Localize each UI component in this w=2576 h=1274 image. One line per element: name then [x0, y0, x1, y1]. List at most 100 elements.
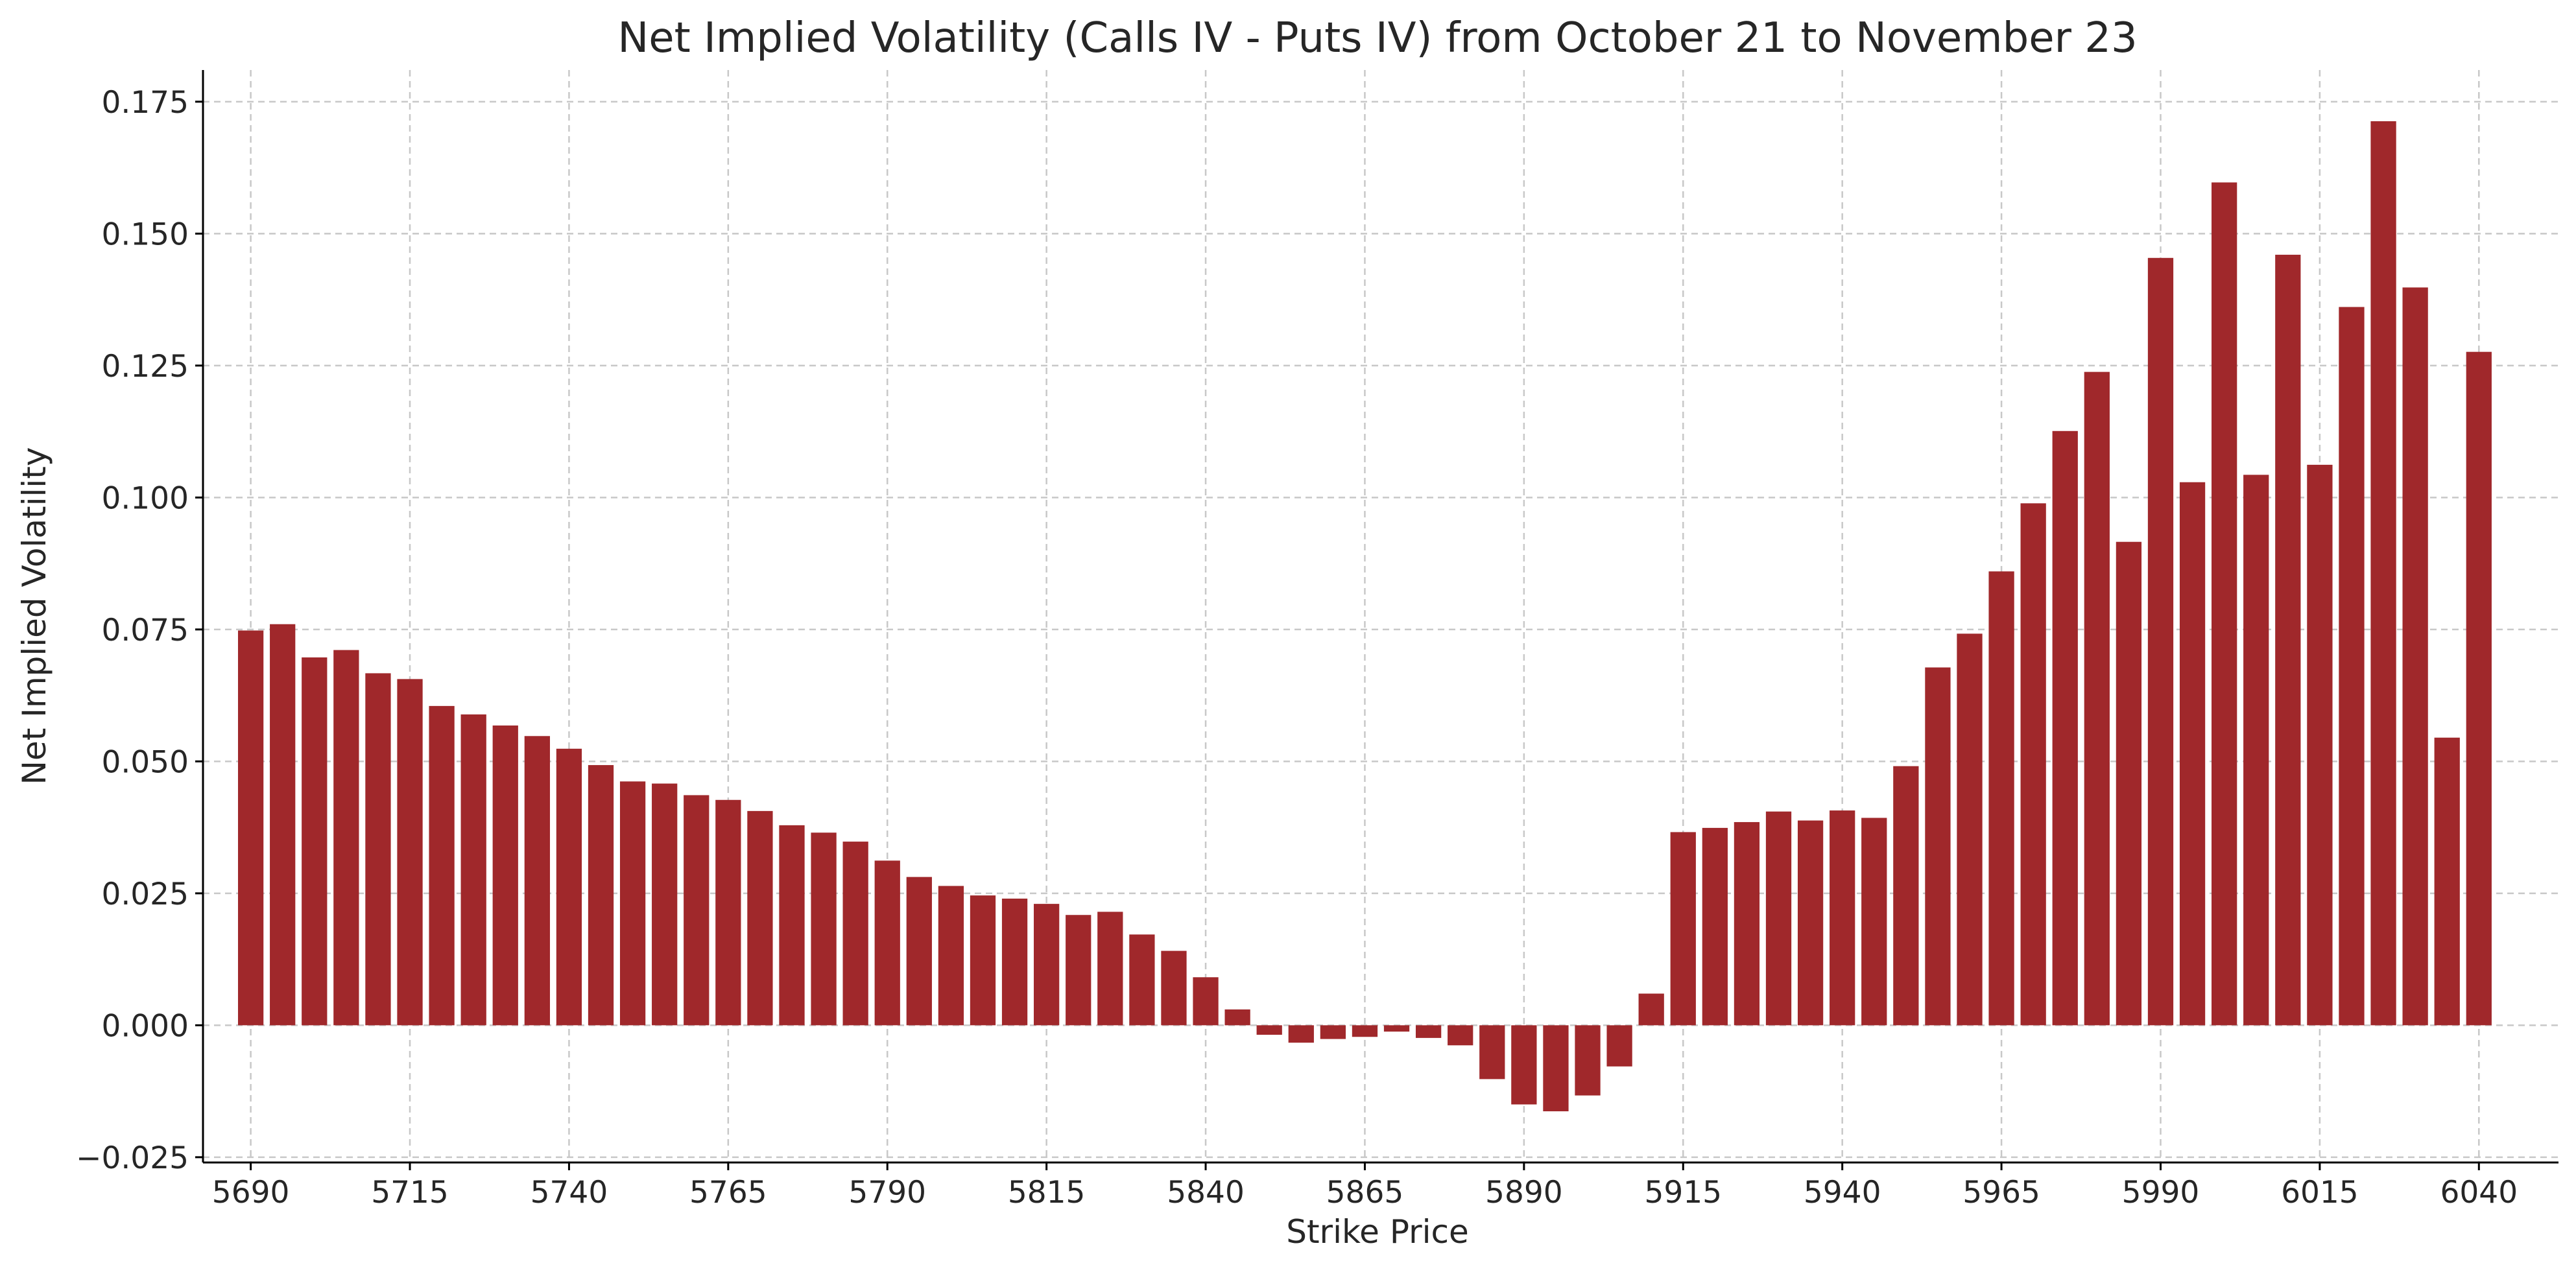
bar-5725 [460, 714, 486, 1026]
y-tick-label: 0.150 [101, 217, 189, 252]
x-tick-label: 5815 [1008, 1175, 1086, 1210]
bar-5950 [1893, 766, 1919, 1026]
bar-5710 [365, 673, 391, 1026]
bar-5875 [1415, 1025, 1442, 1038]
x-tick-label: 5990 [2122, 1175, 2200, 1210]
bar-5800 [938, 886, 964, 1026]
bar-5860 [1320, 1025, 1346, 1039]
chart-title: Net Implied Volatility (Calls IV - Puts … [617, 14, 2137, 62]
axes [202, 70, 2558, 1164]
bar-5830 [1129, 934, 1155, 1026]
bar-5780 [811, 832, 837, 1026]
y-tick-label: 0.175 [101, 85, 189, 121]
bar-5715 [397, 679, 423, 1026]
bar-5845 [1224, 1009, 1250, 1026]
bar-5835 [1161, 950, 1187, 1026]
x-tick-label: 5865 [1326, 1175, 1404, 1210]
bar-5865 [1352, 1025, 1378, 1037]
bar-6000 [2212, 182, 2237, 1026]
x-tick-label: 5965 [1962, 1175, 2040, 1210]
bars [237, 121, 2492, 1112]
bar-5970 [2020, 503, 2046, 1026]
bar-6025 [2370, 121, 2396, 1026]
bar-5805 [970, 895, 996, 1026]
bar-5825 [1097, 912, 1123, 1026]
bar-5820 [1066, 915, 1091, 1026]
bar-5755 [652, 783, 678, 1026]
bar-5900 [1575, 1025, 1601, 1096]
x-tick-label: 6015 [2281, 1175, 2359, 1210]
x-tick-label: 5715 [371, 1175, 449, 1210]
bar-5985 [2116, 541, 2142, 1026]
bar-5745 [588, 765, 614, 1026]
y-tick-label: 0.075 [101, 613, 189, 648]
bar-6010 [2275, 254, 2301, 1026]
bar-5990 [2147, 257, 2174, 1026]
x-tick-label: 5840 [1167, 1175, 1245, 1210]
y-tick-label: 0.000 [101, 1008, 189, 1044]
bar-5905 [1606, 1025, 1632, 1067]
bar-5775 [779, 825, 805, 1026]
bar-5895 [1543, 1025, 1569, 1112]
bar-5915 [1670, 832, 1696, 1026]
bar-5925 [1734, 821, 1760, 1026]
bar-5975 [2052, 431, 2078, 1026]
x-tick-label: 5690 [212, 1175, 290, 1210]
bar-5870 [1383, 1025, 1410, 1032]
bar-5960 [1957, 633, 1983, 1026]
bar-6020 [2339, 307, 2365, 1026]
bar-5995 [2179, 482, 2206, 1026]
y-tick-label: 0.125 [101, 349, 189, 384]
bar-6030 [2402, 287, 2428, 1026]
bar-5930 [1765, 811, 1792, 1026]
bar-5760 [684, 795, 710, 1026]
bar-5785 [842, 842, 868, 1026]
bar-6015 [2307, 464, 2333, 1026]
bar-5965 [1988, 571, 2014, 1026]
bar-5730 [492, 725, 518, 1026]
y-tick-label: −0.025 [76, 1140, 189, 1176]
y-axis-label: Net Implied Volatility [16, 447, 53, 785]
bar-5850 [1256, 1025, 1282, 1035]
bar-5700 [302, 657, 328, 1026]
bar-5750 [619, 781, 646, 1026]
bar-5955 [1925, 667, 1951, 1026]
bar-5720 [429, 705, 455, 1026]
y-tick-label: 0.025 [101, 877, 189, 912]
bar-5885 [1479, 1025, 1505, 1079]
bar-5765 [715, 799, 741, 1026]
y-tick-label: 0.050 [101, 744, 189, 780]
bar-5880 [1448, 1025, 1473, 1046]
bar-6005 [2243, 475, 2269, 1026]
bar-5770 [747, 810, 773, 1026]
bar-5790 [874, 860, 900, 1026]
bar-6040 [2466, 351, 2492, 1026]
bar-5980 [2084, 372, 2110, 1026]
bar-5935 [1797, 820, 1824, 1026]
bar-5735 [524, 736, 550, 1026]
bar-5810 [1001, 898, 1028, 1026]
bar-5940 [1830, 810, 1855, 1026]
bar-5945 [1861, 818, 1887, 1026]
x-tick-label: 5940 [1804, 1175, 1881, 1210]
x-tick-label: 5915 [1644, 1175, 1722, 1210]
x-axis-label: Strike Price [1286, 1213, 1469, 1251]
bar-5705 [333, 650, 359, 1026]
bar-5910 [1638, 993, 1664, 1026]
x-tick-label: 5740 [531, 1175, 608, 1210]
bar-5815 [1034, 904, 1060, 1026]
y-ticks: −0.025 0.000 0.025 0.050 0.075 0.100 0.125 0.15… [76, 85, 203, 1176]
bar-6035 [2434, 737, 2460, 1026]
x-tick-label: 5890 [1485, 1175, 1563, 1210]
bar-5795 [906, 877, 932, 1026]
bar-5690 [237, 630, 264, 1026]
bar-5840 [1193, 977, 1219, 1026]
x-ticks: 5690 5715 5740 5765 5790 5815 5840 5865 5890 5915… [212, 1162, 2518, 1210]
y-tick-label: 0.100 [101, 480, 189, 516]
bar-5890 [1511, 1025, 1537, 1105]
bar-5740 [556, 748, 582, 1026]
bar-5920 [1702, 827, 1728, 1026]
bar-5695 [270, 624, 296, 1026]
